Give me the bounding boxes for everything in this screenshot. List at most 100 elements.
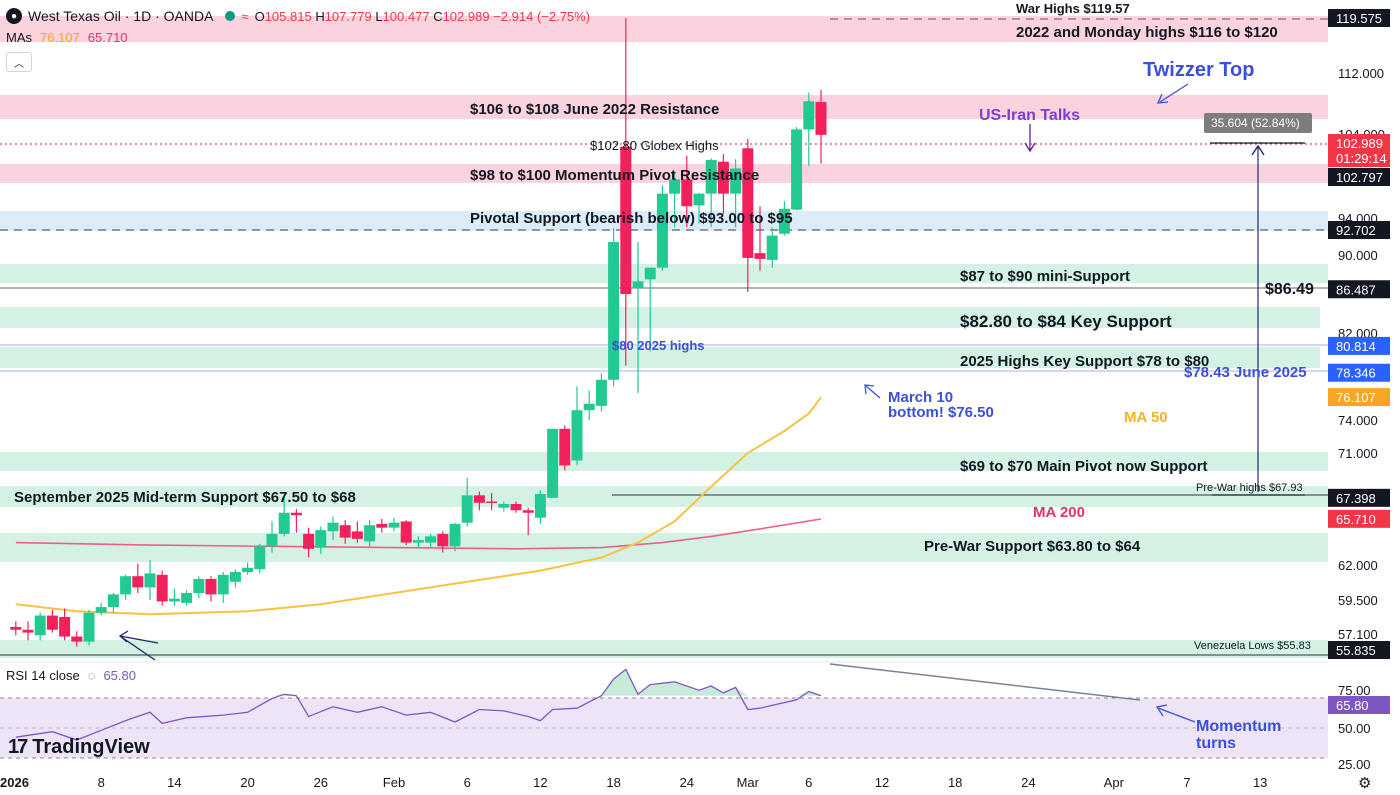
- candle-65[interactable]: [803, 92, 815, 166]
- candle-31[interactable]: [388, 517, 400, 532]
- candle-7[interactable]: [95, 602, 107, 616]
- candle-26[interactable]: [327, 516, 339, 541]
- candle-48[interactable]: [595, 373, 607, 412]
- ma-legend[interactable]: MAs 76.107 65.710: [6, 30, 128, 45]
- candle-54[interactable]: [669, 171, 681, 228]
- candle-42[interactable]: [522, 507, 534, 536]
- candle-35[interactable]: [437, 531, 449, 553]
- candle-body-42: [522, 510, 534, 513]
- candle-36[interactable]: [449, 522, 461, 552]
- candle-25[interactable]: [315, 526, 327, 554]
- candle-37[interactable]: [461, 477, 473, 527]
- candle-53[interactable]: [656, 185, 668, 271]
- candle-2[interactable]: [34, 612, 46, 641]
- candle-0[interactable]: [10, 621, 22, 636]
- candle-28[interactable]: [351, 521, 363, 543]
- candle-29[interactable]: [364, 520, 376, 547]
- candle-39[interactable]: [486, 492, 498, 511]
- candle-33[interactable]: [412, 536, 424, 548]
- candle-32[interactable]: [400, 520, 412, 546]
- candle-body-38: [473, 495, 485, 503]
- candle-49[interactable]: [608, 228, 620, 387]
- candle-body-12: [156, 574, 168, 602]
- svg-text:102.989: 102.989: [1336, 136, 1383, 151]
- candle-13[interactable]: [168, 588, 180, 606]
- candle-58[interactable]: [717, 154, 729, 214]
- candle-9[interactable]: [120, 574, 132, 600]
- candle-21[interactable]: [266, 521, 278, 553]
- annot-ma200: MA 200: [1033, 504, 1085, 521]
- candle-59[interactable]: [730, 159, 742, 228]
- candle-55[interactable]: [681, 155, 693, 228]
- candle-14[interactable]: [181, 590, 193, 606]
- rsi-legend[interactable]: RSI 14 close ◌ 65.80: [6, 668, 136, 683]
- candle-body-11: [144, 573, 156, 588]
- candle-body-53: [656, 193, 668, 268]
- candle-10[interactable]: [132, 563, 144, 593]
- candle-body-55: [681, 179, 693, 207]
- candle-60[interactable]: [742, 139, 754, 293]
- candle-body-10: [132, 576, 144, 588]
- candle-24[interactable]: [303, 527, 315, 558]
- candle-5[interactable]: [71, 631, 83, 647]
- x-tick-label: 24: [1021, 775, 1035, 790]
- candle-18[interactable]: [229, 569, 241, 588]
- candle-body-2: [34, 615, 46, 636]
- candle-38[interactable]: [473, 491, 485, 511]
- candle-15[interactable]: [193, 576, 205, 599]
- candle-61[interactable]: [754, 206, 766, 271]
- candle-4[interactable]: [59, 608, 71, 641]
- candle-6[interactable]: [83, 609, 95, 646]
- annot-main-pivot: $69 to $70 Main Pivot now Support: [960, 458, 1208, 475]
- candle-body-8: [107, 594, 119, 608]
- candle-66[interactable]: [815, 89, 827, 164]
- collapse-legend-button[interactable]: ︿: [6, 52, 32, 72]
- brand-text: TradingView: [32, 736, 150, 758]
- tradingview-logo[interactable]: 17 TradingView: [8, 736, 150, 759]
- candle-23[interactable]: [290, 509, 302, 533]
- candle-3[interactable]: [46, 609, 58, 633]
- candle-46[interactable]: [571, 386, 583, 466]
- candle-57[interactable]: [705, 158, 717, 228]
- candle-27[interactable]: [339, 520, 351, 544]
- candle-63[interactable]: [778, 201, 790, 236]
- candle-22[interactable]: [278, 492, 290, 537]
- candle-19[interactable]: [242, 562, 254, 575]
- candle-50[interactable]: [620, 18, 632, 366]
- candle-body-18: [229, 572, 241, 582]
- candle-30[interactable]: [376, 518, 388, 533]
- candle-11[interactable]: [144, 560, 156, 600]
- candle-43[interactable]: [534, 490, 546, 524]
- candle-8[interactable]: [107, 593, 119, 613]
- candle-45[interactable]: [559, 425, 571, 471]
- svg-text:55.835: 55.835: [1336, 643, 1376, 658]
- candle-body-41: [510, 504, 522, 511]
- gear-icon[interactable]: ⚙: [1358, 775, 1371, 792]
- x-tick-label: Feb: [383, 775, 405, 790]
- y-tick-label: 74.000: [1338, 413, 1378, 428]
- candle-40[interactable]: [498, 501, 510, 512]
- candle-16[interactable]: [205, 576, 217, 602]
- candle-52[interactable]: [644, 267, 656, 352]
- candle-56[interactable]: [693, 192, 705, 224]
- symbol-title[interactable]: West Texas Oil · 1D · OANDA: [28, 8, 214, 24]
- candle-44[interactable]: [547, 428, 559, 498]
- ma50-line: [15, 396, 822, 616]
- candle-12[interactable]: [156, 570, 168, 606]
- wave-icon: ≈: [241, 8, 249, 24]
- svg-text:76.107: 76.107: [1336, 390, 1376, 405]
- candle-47[interactable]: [583, 390, 595, 420]
- candle-body-54: [669, 179, 681, 194]
- annot-march10-l2: bottom! $76.50: [888, 404, 994, 421]
- candle-17[interactable]: [217, 572, 229, 603]
- candle-34[interactable]: [425, 533, 437, 548]
- candle-1[interactable]: [22, 621, 34, 641]
- candle-20[interactable]: [254, 543, 266, 574]
- candle-body-48: [595, 379, 607, 406]
- candle-51[interactable]: [632, 242, 644, 393]
- candle-41[interactable]: [510, 501, 522, 513]
- candle-62[interactable]: [766, 227, 778, 268]
- candle-64[interactable]: [791, 127, 803, 211]
- candle-body-7: [95, 607, 107, 613]
